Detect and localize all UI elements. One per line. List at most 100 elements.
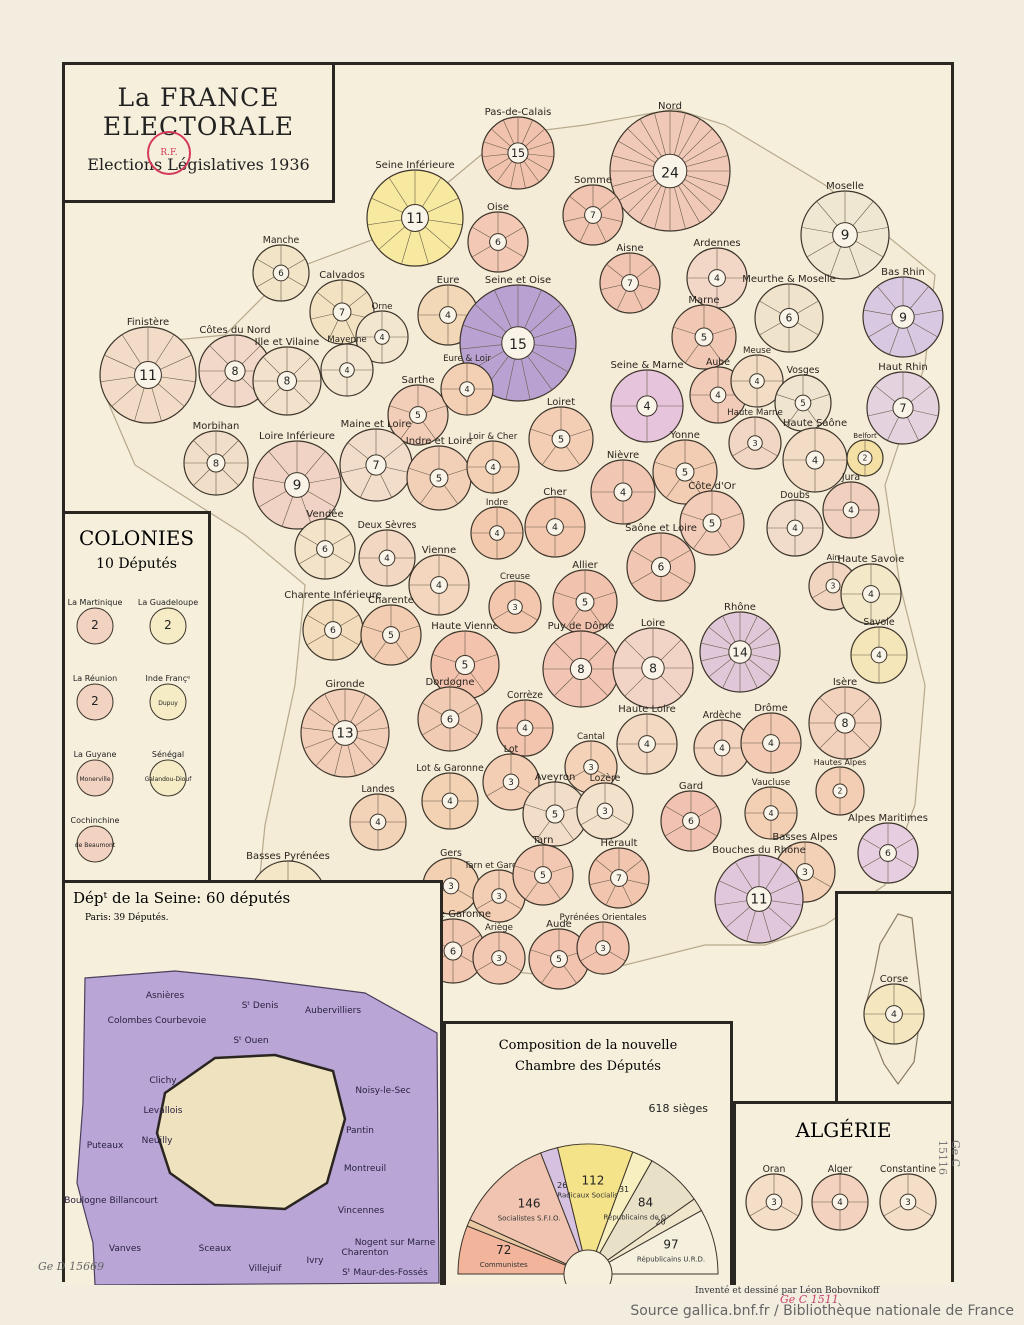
region-49-seat-count: 4 bbox=[868, 589, 874, 600]
region-78-label: Vaucluse bbox=[752, 778, 791, 788]
region-52-seat-count: 5 bbox=[462, 660, 469, 672]
region-68-group: 3 Lozère bbox=[576, 773, 634, 840]
region-34-seat-ring bbox=[284, 472, 310, 498]
region-3-seat-count: 11 bbox=[406, 211, 424, 227]
seine-place-15: Vanves bbox=[109, 1244, 142, 1254]
region-83-seat-ring bbox=[443, 941, 463, 961]
region-58-label: Dordogne bbox=[425, 677, 474, 688]
region-62-seat-ring bbox=[834, 712, 856, 734]
region-46-seat-count: 4 bbox=[552, 522, 558, 533]
region-61-seat-ring bbox=[641, 656, 665, 680]
region-72-seat-count: 4 bbox=[375, 818, 380, 828]
region-35-seat-count: 7 bbox=[372, 459, 379, 472]
region-44-label: Vienne bbox=[422, 545, 456, 556]
region-12-label: Eure bbox=[437, 275, 460, 286]
region-27-seat-count: 4 bbox=[464, 385, 469, 394]
region-60-seat-ring bbox=[569, 657, 593, 681]
region-39-label: Côte d'Or bbox=[688, 480, 736, 492]
region-85-seat-count: 5 bbox=[556, 954, 562, 965]
region-64-label: Haute Loire bbox=[618, 704, 676, 715]
region-53-label: Creuse bbox=[500, 572, 530, 582]
region-61-group: 8 Loire bbox=[612, 618, 694, 709]
region-15-label: Meurthe & Moselle bbox=[742, 274, 836, 285]
region-57-label: Gironde bbox=[325, 679, 364, 690]
region-45-seat-ring bbox=[489, 525, 505, 541]
region-37-label: Loir & Cher bbox=[469, 432, 518, 442]
region-47-group: 6 Saône et Loire bbox=[625, 522, 697, 602]
region-6-seat-count: 7 bbox=[627, 278, 633, 289]
region-32-label: Belfort bbox=[853, 432, 877, 440]
composition-panel: Composition de la nouvelle Chambre des D… bbox=[443, 1021, 733, 1285]
region-4-seat-count: 7 bbox=[590, 210, 596, 221]
region-57-seat-ring bbox=[332, 720, 358, 746]
region-28-group: 5 Loiret bbox=[528, 397, 594, 472]
title-line-1: La FRANCE bbox=[117, 83, 280, 112]
corse-seat-count: 4 bbox=[891, 1009, 897, 1020]
region-70-label: Drôme bbox=[754, 702, 788, 714]
region-48-label: Ain bbox=[827, 553, 840, 562]
region-8-label: Moselle bbox=[826, 181, 864, 192]
seine-place-14: Vincennes bbox=[338, 1206, 385, 1216]
region-53-seat-ring bbox=[507, 599, 523, 615]
region-87-seat-ring bbox=[746, 886, 772, 912]
region-24-seat-count: 8 bbox=[284, 376, 291, 388]
region-65-seat-count: 4 bbox=[447, 797, 452, 807]
region-59-seat-count: 4 bbox=[522, 724, 527, 734]
region-42-seat-ring bbox=[316, 540, 334, 558]
seine-place-7: Levallois bbox=[144, 1106, 183, 1116]
region-2-seat-count: 24 bbox=[661, 165, 679, 181]
region-52-seat-ring bbox=[454, 654, 476, 676]
region-79-label: Basses Alpes bbox=[772, 832, 837, 843]
seine-place-13: Boulogne Billancourt bbox=[65, 1196, 158, 1206]
region-75-seat-count: 5 bbox=[540, 870, 546, 881]
colony-7-label: Cochinchine bbox=[71, 816, 120, 825]
colony-3-seats: 2 bbox=[91, 694, 99, 708]
region-24-label: Ille et Vilaine bbox=[255, 337, 320, 348]
region-86-seat-ring bbox=[595, 940, 611, 956]
algerie-3-label: Constantine bbox=[880, 1164, 936, 1175]
region-5-label: Oise bbox=[487, 202, 509, 213]
colony-7-group: Cochinchine de Beaumont bbox=[71, 816, 120, 863]
region-49-group: 4 Haute Savoie bbox=[838, 554, 904, 625]
region-43-label: Deux Sèvres bbox=[358, 520, 417, 531]
region-13-seat-ring bbox=[501, 326, 535, 360]
region-14-seat-count: 5 bbox=[701, 332, 707, 343]
region-50-group: 6 Charente Inférieure bbox=[284, 589, 382, 661]
shelfmark-3: Ge C 15116 bbox=[936, 1140, 962, 1175]
region-39-seat-ring bbox=[702, 513, 722, 533]
region-87-label: Bouches du Rhône bbox=[712, 844, 805, 856]
region-18-seat-count: 4 bbox=[379, 333, 384, 342]
region-30-group: 3 Haute Marne bbox=[727, 408, 783, 470]
region-47-seat-ring bbox=[650, 556, 672, 578]
map-sheet: La FRANCE ELECTORALE Elections Législati… bbox=[62, 62, 954, 1285]
region-76-seat-ring bbox=[610, 869, 628, 887]
region-41-label: Jura bbox=[841, 472, 860, 483]
region-6-seat-ring bbox=[621, 274, 639, 292]
region-19-seat-count: 4 bbox=[643, 400, 650, 413]
region-77-label: Gard bbox=[679, 781, 703, 792]
region-41-group: 4 Jura bbox=[822, 472, 880, 539]
region-26-group: 5 Sarthe bbox=[387, 375, 449, 446]
region-12-seat-count: 4 bbox=[445, 310, 451, 321]
region-42-group: 6 Vendée bbox=[294, 508, 356, 580]
region-42-seat-count: 6 bbox=[322, 544, 328, 555]
region-67-seat-count: 5 bbox=[552, 809, 558, 820]
region-71-seat-count: 2 bbox=[838, 787, 843, 796]
region-50-label: Charente Inférieure bbox=[284, 589, 381, 601]
author-credit: Inventé et dessiné par Léon Bobovnikoff bbox=[695, 1286, 880, 1296]
title-line-3: Elections Législatives 1936 bbox=[87, 155, 310, 174]
region-78-group: 4 Vaucluse bbox=[744, 778, 798, 840]
region-11-seat-count: 7 bbox=[339, 307, 345, 318]
shelfmark-1: Ge D 15669 bbox=[38, 1260, 105, 1273]
region-80-seat-ring bbox=[879, 844, 897, 862]
region-2-label: Nord bbox=[658, 101, 682, 112]
region-83-label: Haute Garonne bbox=[415, 909, 491, 920]
region-69-seat-ring bbox=[713, 739, 731, 757]
region-22-label: Vosges bbox=[787, 365, 820, 376]
colony-5-circle bbox=[76, 759, 114, 797]
region-47-seat-count: 6 bbox=[658, 562, 665, 574]
region-79-seat-ring bbox=[796, 863, 814, 881]
algerie-3-seat-ring bbox=[899, 1193, 917, 1211]
colonies-circles: La Martinique 2 La Guadeloupe 2 La Réunion 2 I… bbox=[68, 598, 198, 863]
region-19-label: Seine & Marne bbox=[610, 360, 683, 371]
